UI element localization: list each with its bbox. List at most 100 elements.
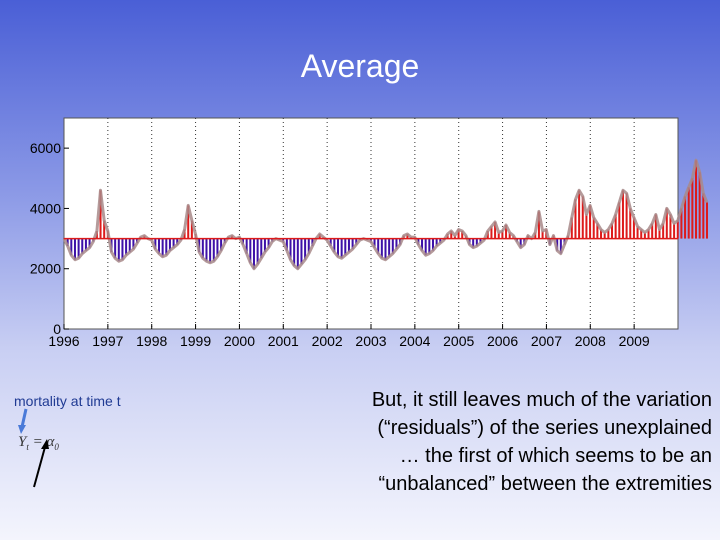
bar	[377, 238, 380, 254]
bar	[603, 232, 606, 239]
body-line: … the first of which seems to be an	[399, 445, 712, 467]
bar	[698, 172, 701, 239]
bar	[684, 196, 687, 239]
x-tick-label: 2005	[443, 333, 474, 349]
bar	[632, 217, 635, 239]
bar	[537, 211, 540, 239]
bar	[651, 223, 654, 239]
bar	[154, 238, 157, 250]
bar	[519, 238, 522, 248]
bar	[391, 238, 394, 254]
x-tick-label: 2001	[268, 333, 299, 349]
x-tick-label: 2007	[531, 333, 562, 349]
bar	[621, 190, 624, 239]
bar	[340, 238, 343, 259]
bar	[505, 225, 508, 239]
bar	[307, 238, 310, 254]
bar	[216, 238, 219, 257]
bar	[687, 187, 690, 239]
bar	[263, 238, 266, 253]
bar	[439, 238, 442, 244]
bar	[654, 214, 657, 239]
body-line: But, it still leaves much of the variati…	[371, 389, 712, 411]
bar	[355, 238, 358, 245]
x-tick-label: 2008	[575, 333, 606, 349]
x-tick-label: 2006	[487, 333, 518, 349]
caption-label: mortality at time t	[14, 393, 121, 409]
bar	[596, 223, 599, 239]
bar	[304, 238, 307, 260]
x-tick-label: 1998	[136, 333, 167, 349]
bar	[421, 238, 424, 251]
bar	[293, 238, 296, 266]
bar	[691, 178, 694, 239]
bar	[347, 238, 350, 253]
bar	[643, 232, 646, 239]
bar	[212, 238, 215, 262]
x-tick-label: 2003	[355, 333, 386, 349]
bar	[329, 238, 332, 247]
bar	[117, 238, 120, 262]
bar	[99, 190, 102, 239]
bar	[172, 238, 175, 248]
bar	[472, 238, 475, 248]
bar	[669, 214, 672, 239]
y-tick-label: 2000	[30, 261, 61, 277]
x-tick-label: 1999	[180, 333, 211, 349]
bar	[673, 223, 676, 239]
formula: Yt = α0	[18, 434, 59, 452]
bar	[81, 238, 84, 254]
bar	[501, 231, 504, 239]
bar	[428, 238, 431, 254]
x-tick-label: 2000	[224, 333, 255, 349]
bar	[209, 238, 212, 263]
bar	[161, 238, 164, 257]
bar	[114, 238, 117, 259]
bar	[541, 231, 544, 239]
bar	[475, 238, 478, 247]
y-tick-label: 0	[53, 321, 61, 337]
bar	[570, 217, 573, 239]
bar	[424, 238, 427, 256]
bar	[585, 214, 588, 239]
x-tick-label: 2009	[619, 333, 650, 349]
bar	[245, 238, 248, 254]
bar	[559, 238, 562, 254]
bar	[695, 160, 698, 239]
bar	[201, 238, 204, 259]
bar	[285, 238, 288, 251]
series-line	[62, 158, 709, 271]
bar	[66, 238, 69, 247]
bar	[431, 238, 434, 251]
bar	[220, 238, 223, 251]
bar	[267, 238, 270, 248]
bar	[336, 238, 339, 257]
bar	[457, 229, 460, 239]
bar	[497, 232, 500, 239]
bar	[205, 238, 208, 262]
arrow-icon	[18, 408, 49, 488]
bar	[384, 238, 387, 260]
bar	[344, 238, 347, 256]
bar	[121, 238, 124, 260]
bar	[461, 231, 464, 239]
x-tick-label: 2004	[399, 333, 430, 349]
bar	[252, 238, 255, 269]
bar	[665, 208, 668, 239]
bar	[249, 238, 252, 263]
bar	[592, 217, 595, 239]
bar	[629, 208, 632, 239]
bar	[311, 238, 314, 247]
x-tick-label: 1996	[48, 333, 79, 349]
bar	[607, 229, 610, 239]
bar	[479, 238, 482, 244]
bar	[435, 238, 438, 247]
bar	[578, 190, 581, 239]
bar	[73, 238, 76, 260]
bar	[494, 221, 497, 239]
bar	[600, 229, 603, 239]
bar	[574, 199, 577, 239]
bar	[88, 238, 91, 248]
bar	[333, 238, 336, 253]
bar	[676, 220, 679, 239]
